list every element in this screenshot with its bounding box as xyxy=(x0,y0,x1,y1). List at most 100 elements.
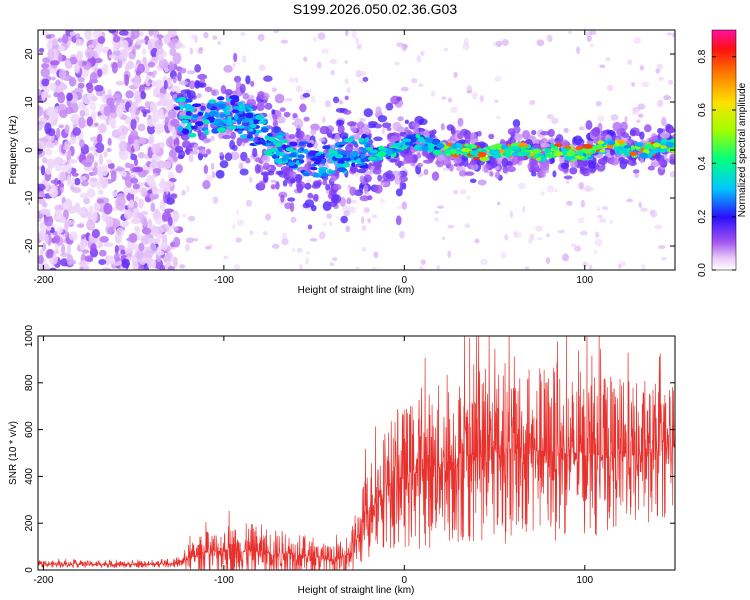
heatmap-cell xyxy=(172,75,177,84)
heatmap-cell xyxy=(535,225,543,232)
heatmap-cell xyxy=(94,122,99,127)
heatmap-cell xyxy=(38,137,49,143)
heatmap-cell xyxy=(149,192,160,200)
heatmap-cell xyxy=(86,153,95,165)
heatmap-cell xyxy=(282,153,291,159)
heatmap-cell xyxy=(60,243,66,255)
heatmap-cell xyxy=(363,184,369,194)
heatmap-cell xyxy=(346,87,351,94)
heatmap-cell xyxy=(332,257,338,261)
heatmap-cell xyxy=(536,237,543,241)
heatmap-cell xyxy=(41,63,50,69)
heatmap-cell xyxy=(339,141,346,145)
heatmap-cell xyxy=(420,50,425,56)
heatmap-cell xyxy=(595,100,602,107)
heatmap-cell xyxy=(140,187,148,198)
colorbar-tick-label: 0.4 xyxy=(697,156,708,170)
heatmap-cell xyxy=(512,161,517,166)
heatmap-cell xyxy=(120,249,126,255)
heatmap-cell xyxy=(469,159,478,166)
heatmap-cell xyxy=(291,248,296,253)
heatmap-cell xyxy=(598,217,607,224)
heatmap-cell xyxy=(385,102,394,111)
heatmap-cell xyxy=(442,159,452,166)
heatmap-cell xyxy=(156,246,162,257)
colorbar-tick-label: 0.8 xyxy=(697,49,708,63)
heatmap-cell xyxy=(351,200,358,204)
heatmap-cell xyxy=(44,233,50,244)
heatmap-cell xyxy=(469,150,479,156)
heatmap-cell xyxy=(396,96,402,101)
heatmap-cell xyxy=(218,103,226,109)
heatmap-cell xyxy=(232,223,236,230)
heatmap-cell xyxy=(316,61,322,69)
heatmap-cell xyxy=(322,179,328,186)
heatmap-cell xyxy=(618,151,624,155)
spectrogram-xtick-label: 100 xyxy=(576,275,593,286)
heatmap-cell xyxy=(157,160,165,169)
heatmap-cell xyxy=(89,178,98,183)
heatmap-cell xyxy=(284,202,292,210)
heatmap-cell xyxy=(638,152,649,159)
heatmap-cell xyxy=(303,56,308,62)
heatmap-cell xyxy=(307,224,313,230)
heatmap-cell xyxy=(243,126,252,130)
heatmap-cell xyxy=(69,31,76,37)
heatmap-cell xyxy=(337,124,345,134)
heatmap-cell xyxy=(107,117,117,126)
heatmap-cell xyxy=(318,168,327,174)
heatmap-cell xyxy=(367,156,377,161)
heatmap-cell xyxy=(110,170,117,182)
heatmap-cell xyxy=(298,159,305,164)
heatmap-cell xyxy=(295,177,302,184)
heatmap-cell xyxy=(521,129,531,140)
heatmap-cell xyxy=(87,211,92,221)
heatmap-cell xyxy=(126,237,136,242)
heatmap-cell xyxy=(245,75,251,85)
heatmap-cell xyxy=(529,99,536,105)
heatmap-cell xyxy=(309,238,318,242)
heatmap-cell xyxy=(377,150,387,157)
heatmap-cell xyxy=(372,167,382,175)
heatmap-cell xyxy=(47,142,55,148)
heatmap-cell xyxy=(250,124,257,129)
heatmap-cell xyxy=(279,107,286,112)
heatmap-cell xyxy=(70,177,75,188)
heatmap-cell xyxy=(155,92,165,99)
heatmap-cell xyxy=(441,96,447,100)
heatmap-cell xyxy=(98,259,107,266)
heatmap-cell xyxy=(643,124,652,133)
heatmap-cell xyxy=(195,121,204,127)
heatmap-cell xyxy=(106,255,115,260)
heatmap-cell xyxy=(265,213,272,221)
heatmap-cell xyxy=(203,138,212,144)
heatmap-cell xyxy=(79,239,86,251)
heatmap-cell xyxy=(589,30,597,36)
heatmap-cell xyxy=(375,106,382,115)
heatmap-cell xyxy=(91,228,100,239)
heatmap-cell xyxy=(597,140,605,145)
heatmap-cell xyxy=(229,151,240,161)
heatmap-cell xyxy=(564,155,573,161)
heatmap-cell xyxy=(58,183,64,188)
heatmap-cell xyxy=(302,202,310,209)
heatmap-cell xyxy=(417,83,424,88)
heatmap-cell xyxy=(318,137,326,142)
heatmap-cell xyxy=(387,173,396,182)
heatmap-cell xyxy=(310,123,320,131)
spectrogram-ytick-label: -10 xyxy=(24,190,35,205)
heatmap-cell xyxy=(130,118,137,131)
heatmap-cell xyxy=(479,95,485,103)
heatmap-cell xyxy=(55,208,63,220)
heatmap-cell xyxy=(94,142,105,154)
heatmap-cell xyxy=(74,202,81,213)
heatmap-cell xyxy=(196,92,202,99)
heatmap-cell xyxy=(669,171,675,178)
heatmap-cell xyxy=(453,157,462,164)
heatmap-cell xyxy=(132,183,141,190)
heatmap-cell xyxy=(469,178,477,183)
heatmap-cell xyxy=(370,149,379,154)
heatmap-cell xyxy=(351,141,358,145)
heatmap-cell xyxy=(662,148,668,152)
heatmap-cell xyxy=(503,148,512,155)
